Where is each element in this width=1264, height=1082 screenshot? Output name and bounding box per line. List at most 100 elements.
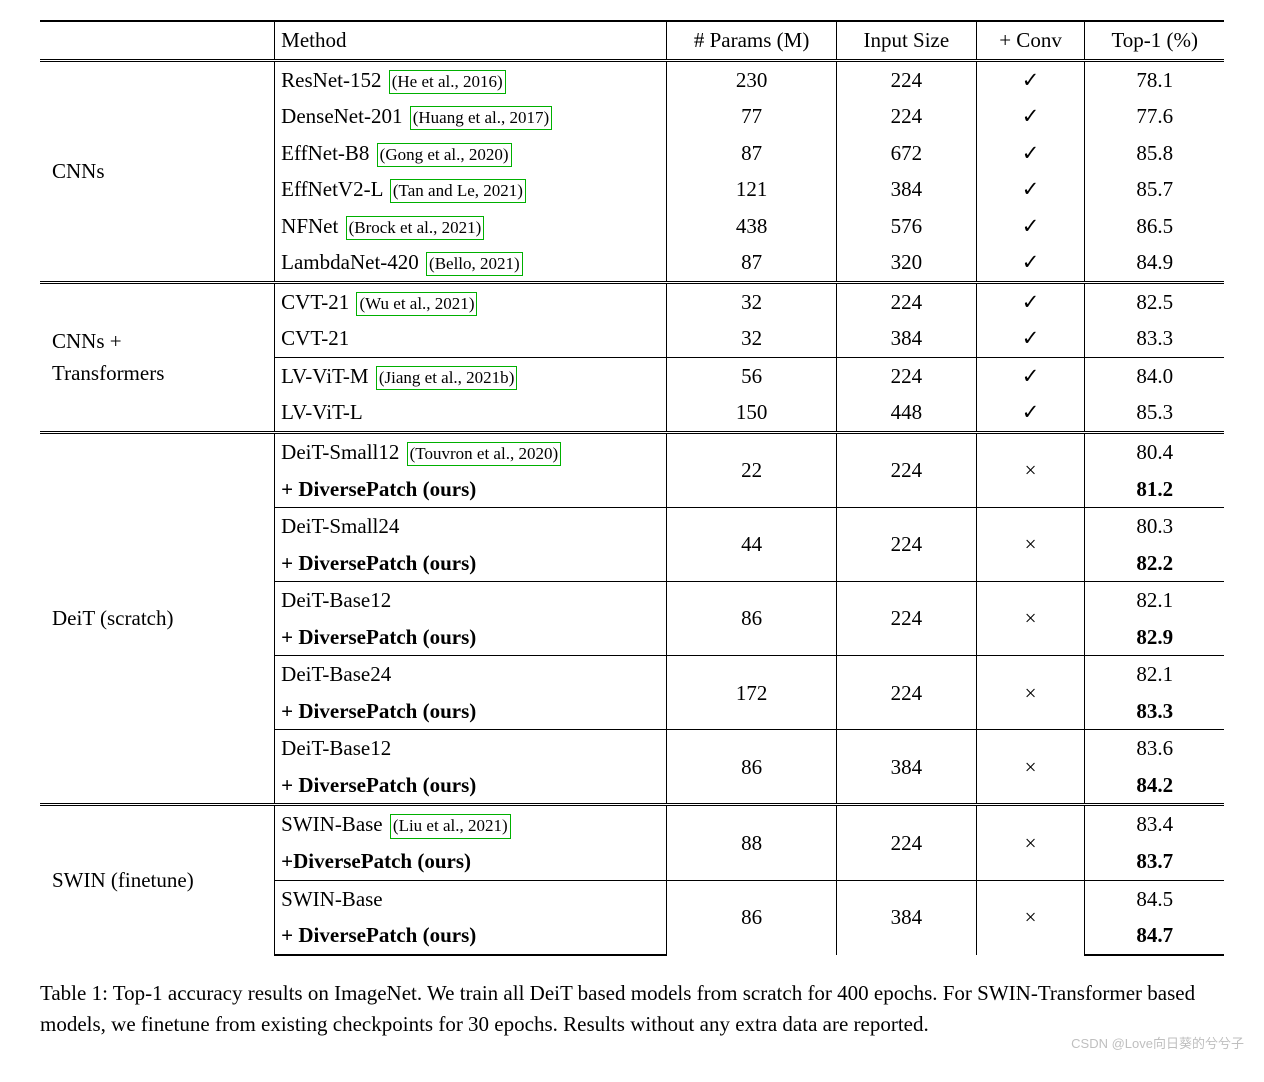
input-cell: 576: [837, 208, 976, 245]
method-name: SWIN-Base: [281, 812, 382, 836]
method-cell: CVT-21 (Wu et al., 2021): [275, 282, 667, 320]
method-cell: DeiT-Small12 (Touvron et al., 2020): [275, 433, 667, 471]
conv-cell: ×: [976, 433, 1085, 508]
category-swin: SWIN (finetune): [40, 805, 275, 955]
method-name: DenseNet-201: [281, 104, 402, 128]
header-top1: Top-1 (%): [1085, 21, 1224, 60]
top1-cell: 83.3: [1085, 320, 1224, 357]
top1-cell: 77.6: [1085, 98, 1224, 135]
citation-box: (Touvron et al., 2020): [407, 442, 562, 466]
input-cell: 384: [837, 880, 976, 955]
header-input: Input Size: [837, 21, 976, 60]
table-header-row: Method # Params (M) Input Size + Conv To…: [40, 21, 1224, 60]
input-cell: 224: [837, 433, 976, 508]
results-table: Method # Params (M) Input Size + Conv To…: [40, 20, 1224, 956]
input-cell: 224: [837, 508, 976, 582]
method-name: EffNetV2-L: [281, 177, 382, 201]
table-row: DeiT (scratch) DeiT-Small12 (Touvron et …: [40, 433, 1224, 471]
params-cell: 88: [667, 805, 837, 880]
conv-cell: ✓: [976, 244, 1085, 282]
params-cell: 32: [667, 282, 837, 320]
params-cell: 121: [667, 171, 837, 208]
input-cell: 224: [837, 98, 976, 135]
params-cell: 172: [667, 656, 837, 730]
input-cell: 224: [837, 60, 976, 98]
conv-cell: ✓: [976, 60, 1085, 98]
method-cell: EffNetV2-L (Tan and Le, 2021): [275, 171, 667, 208]
conv-cell: ×: [976, 730, 1085, 805]
top1-cell: 83.3: [1085, 693, 1224, 730]
method-cell: LV-ViT-M (Jiang et al., 2021b): [275, 357, 667, 394]
top1-cell: 83.6: [1085, 730, 1224, 767]
citation-box: (He et al., 2016): [389, 70, 506, 94]
category-cnns: CNNs: [40, 60, 275, 282]
citation-box: (Huang et al., 2017): [410, 106, 552, 130]
top1-cell: 84.0: [1085, 357, 1224, 394]
conv-cell: ✓: [976, 98, 1085, 135]
diverse-patch-cell: + DiversePatch (ours): [275, 917, 667, 955]
input-cell: 448: [837, 394, 976, 432]
conv-cell: ✓: [976, 135, 1085, 172]
top1-cell: 85.3: [1085, 394, 1224, 432]
diverse-patch-cell: + DiversePatch (ours): [275, 545, 667, 582]
params-cell: 86: [667, 880, 837, 955]
params-cell: 77: [667, 98, 837, 135]
method-name: CVT-21: [281, 290, 349, 314]
method-cell: DeiT-Base12: [275, 730, 667, 767]
conv-cell: ✓: [976, 282, 1085, 320]
top1-cell: 84.9: [1085, 244, 1224, 282]
params-cell: 87: [667, 135, 837, 172]
citation-box: (Jiang et al., 2021b): [376, 366, 518, 390]
method-cell: SWIN-Base: [275, 880, 667, 917]
top1-cell: 85.8: [1085, 135, 1224, 172]
input-cell: 224: [837, 656, 976, 730]
header-conv: + Conv: [976, 21, 1085, 60]
conv-cell: ×: [976, 656, 1085, 730]
input-cell: 384: [837, 171, 976, 208]
conv-cell: ✓: [976, 320, 1085, 357]
top1-cell: 84.5: [1085, 880, 1224, 917]
top1-cell: 80.4: [1085, 433, 1224, 471]
diverse-patch-cell: + DiversePatch (ours): [275, 619, 667, 656]
method-cell: SWIN-Base (Liu et al., 2021): [275, 805, 667, 843]
input-cell: 224: [837, 357, 976, 394]
diverse-patch-cell: + DiversePatch (ours): [275, 693, 667, 730]
category-cnns-trans: CNNs +Transformers: [40, 282, 275, 432]
params-cell: 56: [667, 357, 837, 394]
top1-cell: 78.1: [1085, 60, 1224, 98]
method-cell: DeiT-Small24: [275, 508, 667, 545]
top1-cell: 83.7: [1085, 843, 1224, 880]
input-cell: 224: [837, 805, 976, 880]
citation-box: (Gong et al., 2020): [377, 143, 512, 167]
citation-box: (Wu et al., 2021): [356, 292, 477, 316]
input-cell: 224: [837, 582, 976, 656]
method-name: LambdaNet-420: [281, 250, 419, 274]
top1-cell: 85.7: [1085, 171, 1224, 208]
input-cell: 384: [837, 730, 976, 805]
diverse-patch-cell: + DiversePatch (ours): [275, 767, 667, 805]
method-cell: EffNet-B8 (Gong et al., 2020): [275, 135, 667, 172]
category-deit: DeiT (scratch): [40, 433, 275, 805]
results-table-container: Method # Params (M) Input Size + Conv To…: [40, 20, 1224, 956]
input-cell: 320: [837, 244, 976, 282]
citation-box: (Brock et al., 2021): [346, 216, 485, 240]
method-name: DeiT-Small12: [281, 440, 399, 464]
header-params: # Params (M): [667, 21, 837, 60]
input-cell: 384: [837, 320, 976, 357]
citation-box: (Tan and Le, 2021): [390, 179, 526, 203]
citation-box: (Bello, 2021): [426, 252, 523, 276]
method-cell: CVT-21: [275, 320, 667, 357]
method-cell: ResNet-152 (He et al., 2016): [275, 60, 667, 98]
conv-cell: ✓: [976, 171, 1085, 208]
method-cell: NFNet (Brock et al., 2021): [275, 208, 667, 245]
header-method: Method: [275, 21, 667, 60]
table-caption: Table 1: Top-1 accuracy results on Image…: [40, 978, 1224, 1041]
params-cell: 86: [667, 582, 837, 656]
top1-cell: 83.4: [1085, 805, 1224, 843]
top1-cell: 82.2: [1085, 545, 1224, 582]
method-cell: DeiT-Base12: [275, 582, 667, 619]
top1-cell: 82.9: [1085, 619, 1224, 656]
params-cell: 32: [667, 320, 837, 357]
method-cell: DeiT-Base24: [275, 656, 667, 693]
top1-cell: 84.7: [1085, 917, 1224, 955]
